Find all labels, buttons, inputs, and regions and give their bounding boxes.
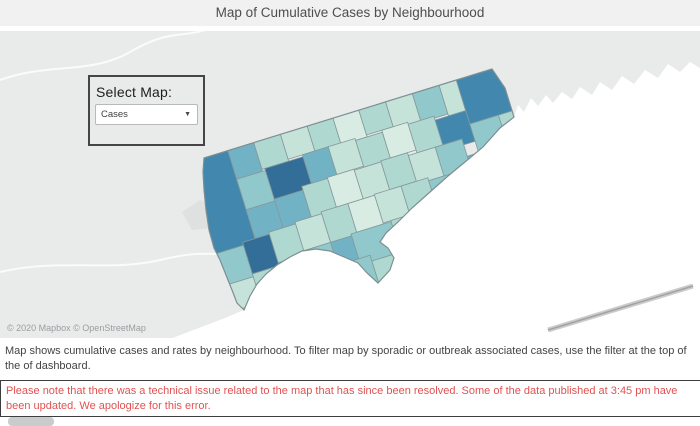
map-description-text: Map shows cumulative cases and rates by … xyxy=(5,345,687,372)
choropleth-map[interactable]: Select Map: Cases ▼ © 2020 Mapbox © Open… xyxy=(0,31,700,338)
map-type-dropdown[interactable]: Cases ▼ xyxy=(95,104,198,125)
notice-text: Please note that there was a technical i… xyxy=(6,385,678,412)
select-map-panel: Select Map: Cases ▼ xyxy=(88,75,205,146)
select-map-label: Select Map: xyxy=(96,84,173,100)
dropdown-selected-value: Cases xyxy=(101,109,128,120)
toronto-neighbourhood-map[interactable] xyxy=(0,31,700,338)
map-attribution[interactable]: © 2020 Mapbox © OpenStreetMap xyxy=(7,323,146,333)
page-title: Map of Cumulative Cases by Neighbourhood xyxy=(0,0,700,26)
chevron-down-icon: ▼ xyxy=(184,111,191,118)
technical-issue-notice: Please note that there was a technical i… xyxy=(0,380,700,417)
